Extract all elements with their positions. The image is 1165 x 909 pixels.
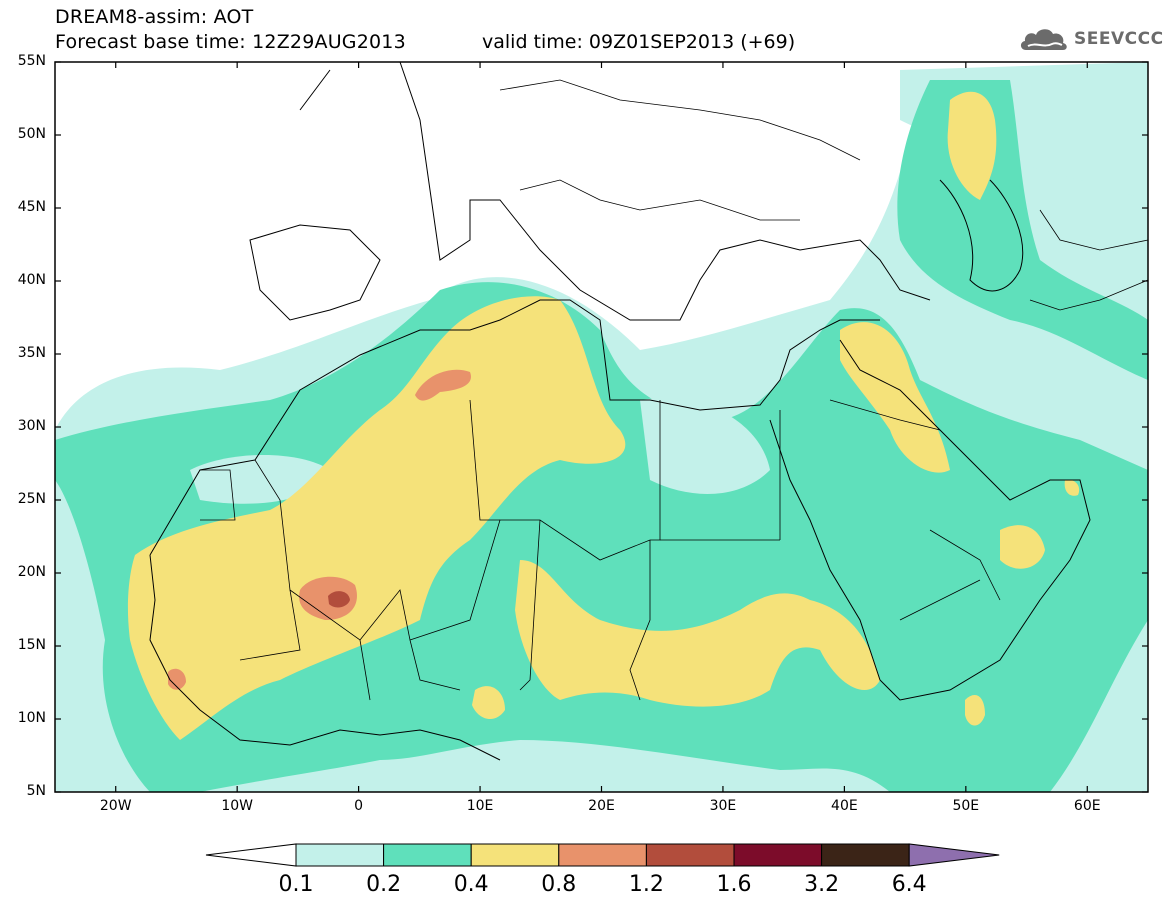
colorbar-label: 3.2	[804, 872, 840, 897]
seevccc-logo: SEEVCCC	[1018, 24, 1164, 54]
colorbar-label: 0.8	[541, 872, 577, 897]
lat-label: 25N	[17, 491, 46, 507]
logo-text: SEEVCCC	[1074, 29, 1164, 49]
lon-label: 10W	[221, 798, 253, 814]
lat-label: 50N	[17, 126, 46, 142]
forecast-base-time: Forecast base time: 12Z29AUG2013	[55, 31, 406, 53]
lon-label: 20E	[588, 798, 615, 814]
lat-label: 15N	[17, 637, 46, 653]
colorbar-over-triangle	[908, 843, 1000, 867]
lon-label: 30E	[709, 798, 737, 814]
colorbar-swatch	[733, 843, 823, 867]
coastlines	[149, 62, 1091, 761]
colorbar-label: 1.6	[716, 872, 752, 897]
colorbar-swatch	[645, 843, 735, 867]
colorbar-swatch	[383, 843, 472, 867]
colorbar-label: 0.2	[366, 872, 402, 897]
aot-holes	[190, 398, 770, 504]
lon-label: 20W	[99, 798, 132, 814]
colorbar-label: 0.1	[278, 872, 314, 897]
valid-time: valid time: 09Z01SEP2013 (+69)	[482, 31, 796, 53]
colorbar-swatch	[821, 843, 910, 867]
lat-label: 45N	[17, 199, 46, 215]
colorbar-swatch	[295, 843, 385, 867]
aot-band-0-8	[168, 369, 471, 690]
aot-field	[55, 62, 1148, 792]
colorbar-swatch	[558, 843, 647, 867]
lat-label: 55N	[17, 53, 46, 69]
country-borders	[200, 79, 1148, 701]
aot-band-0-4	[127, 91, 1080, 740]
axis-ticks	[55, 61, 1148, 793]
lat-label: 40N	[17, 272, 46, 288]
lat-label: 10N	[17, 710, 46, 726]
lon-label: 0	[354, 798, 364, 814]
aot-band-1-2	[328, 591, 350, 608]
lon-label: 10E	[466, 798, 494, 814]
colorbar-swatch	[470, 843, 560, 867]
colorbar-label: 0.4	[453, 872, 489, 897]
colorbar-label: 6.4	[891, 872, 927, 897]
map-title: DREAM8-assim: AOT	[55, 6, 254, 28]
lon-label: 50E	[952, 798, 980, 814]
colorbar-under-triangle	[205, 843, 297, 867]
cloud-icon	[1020, 29, 1067, 50]
lat-label: 35N	[17, 345, 46, 361]
lon-label: 40E	[831, 798, 858, 814]
colorbar-label: 1.2	[628, 872, 664, 897]
lat-label: 20N	[17, 564, 46, 580]
lat-label: 30N	[17, 418, 46, 434]
lon-label: 60E	[1073, 798, 1101, 814]
lat-label: 5N	[26, 783, 46, 799]
